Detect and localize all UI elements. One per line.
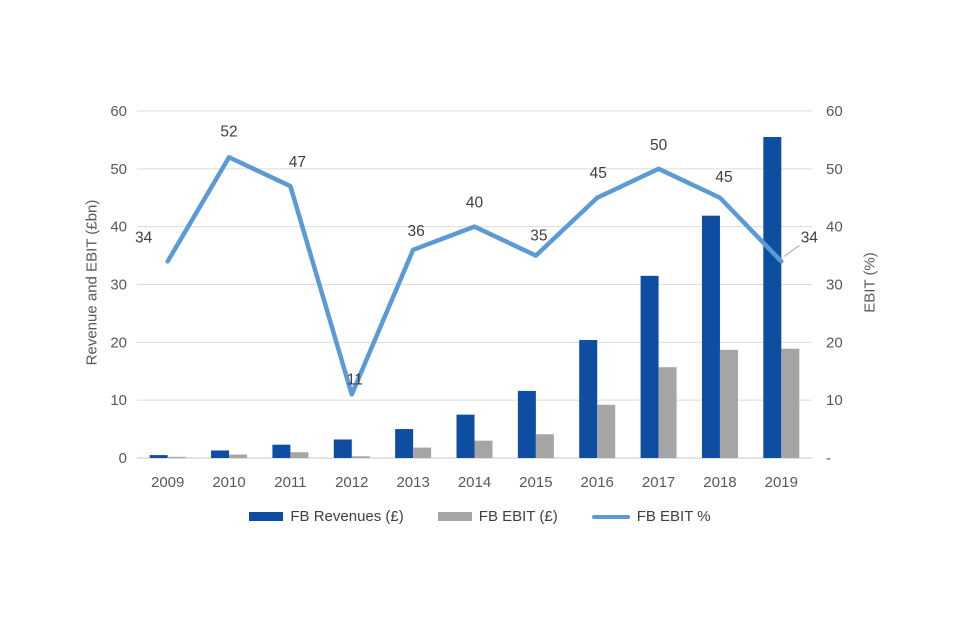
x-axis-label-2018: 2018: [703, 474, 736, 491]
bar-ebit-2014: [474, 440, 493, 458]
x-axis-label-2010: 2010: [212, 474, 245, 491]
bar-revenue-2017: [640, 275, 659, 458]
data-label-2019: 34: [801, 229, 819, 246]
bar-ebit-2019: [781, 348, 800, 458]
bar-revenue-2010: [211, 450, 230, 458]
bar-ebit-2012: [351, 456, 370, 458]
bar-revenue-2012: [333, 439, 352, 458]
bar-ebit-2018: [719, 349, 738, 458]
x-axis-label-2009: 2009: [151, 474, 184, 491]
revenues-swatch-icon: [249, 512, 284, 521]
right-axis-tick: 20: [826, 334, 843, 351]
right-axis-tick: 60: [826, 103, 843, 120]
right-axis-tick: 10: [826, 392, 843, 409]
x-axis-label-2015: 2015: [519, 474, 552, 491]
data-label-2014: 40: [466, 195, 484, 212]
ebit-swatch-icon: [437, 512, 472, 521]
bar-revenue-2018: [701, 215, 720, 458]
legend-item-revenues: FB Revenues (£): [249, 508, 404, 525]
bar-revenue-2011: [272, 444, 291, 458]
left-axis-tick: 40: [110, 219, 127, 236]
right-axis-tick: -: [826, 450, 831, 467]
data-label-2018: 45: [715, 169, 732, 186]
right-axis-tick: 50: [826, 161, 843, 178]
x-axis-label-2011: 2011: [274, 474, 306, 491]
bar-revenue-2009: [149, 455, 168, 458]
x-axis-label-2019: 2019: [765, 474, 798, 491]
bar-ebit-2013: [413, 447, 432, 458]
data-label-2015: 35: [530, 228, 547, 245]
ebit-pct-line: [165, 155, 784, 397]
legend-label-ebit: FB EBIT (£): [478, 508, 558, 525]
data-label-2011: 47: [289, 154, 306, 171]
bar-ebit-2009: [167, 456, 186, 458]
ebit-pct-line-swatch-icon: [591, 514, 630, 519]
left-axis-tick: 30: [110, 277, 127, 294]
label-leader-line: [784, 244, 800, 257]
bar-ebit-2015: [535, 434, 554, 458]
left-axis-tick: 0: [119, 450, 127, 467]
legend-label-ebit-pct: FB EBIT %: [636, 508, 711, 525]
chart-legend: FB Revenues (£) FB EBIT (£) FB EBIT %: [0, 508, 960, 525]
bar-revenue-2016: [579, 340, 598, 458]
data-label-2010: 52: [220, 123, 237, 140]
bar-revenue-2013: [395, 429, 414, 458]
legend-label-revenues: FB Revenues (£): [290, 508, 404, 525]
right-axis-tick: 30: [826, 277, 843, 294]
bar-ebit-2011: [290, 452, 309, 458]
right-axis-tick: 40: [826, 219, 843, 236]
left-axis-tick: 10: [110, 392, 127, 409]
data-label-2012: 11: [347, 371, 363, 388]
legend-item-ebit-pct: FB EBIT %: [591, 508, 711, 525]
left-axis-tick: 60: [110, 103, 127, 120]
x-axis-label-2016: 2016: [581, 474, 614, 491]
bar-ebit-2016: [597, 404, 616, 458]
legend-item-ebit: FB EBIT (£): [437, 508, 558, 525]
left-axis-tick: 20: [110, 334, 127, 351]
data-label-2013: 36: [408, 223, 425, 240]
bar-ebit-2010: [229, 454, 248, 458]
x-axis-label-2017: 2017: [642, 474, 675, 491]
bar-ebit-2017: [658, 367, 677, 458]
left-axis-tick: 50: [110, 161, 127, 178]
bar-revenue-2014: [456, 414, 475, 458]
x-axis-label-2013: 2013: [396, 474, 429, 491]
bar-revenue-2015: [517, 390, 536, 458]
data-label-2009: 34: [135, 229, 153, 246]
x-axis-label-2014: 2014: [458, 474, 491, 491]
x-axis-label-2012: 2012: [335, 474, 368, 491]
data-label-2016: 45: [590, 165, 607, 182]
bar-revenue-2019: [763, 137, 782, 458]
data-label-2017: 50: [650, 137, 668, 154]
